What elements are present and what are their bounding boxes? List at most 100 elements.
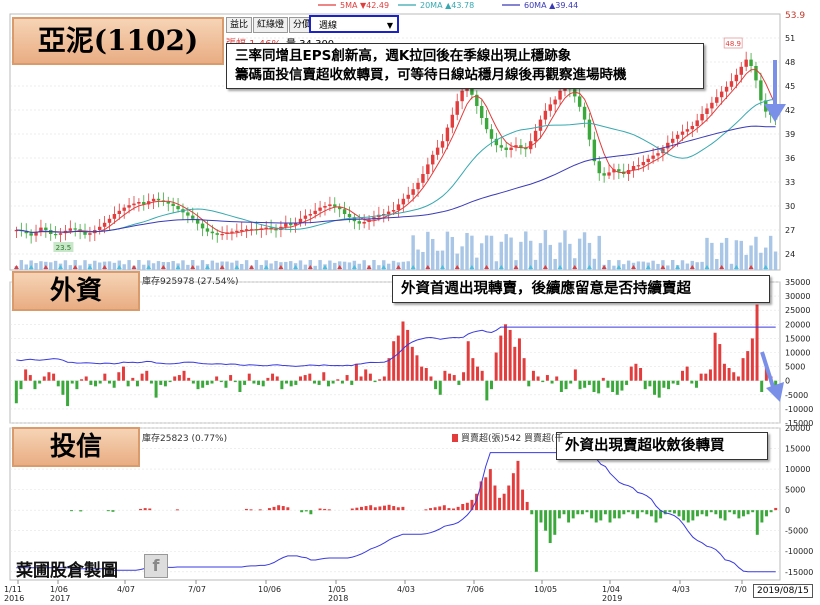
foreign-bar bbox=[448, 373, 452, 381]
foreign-bar bbox=[117, 372, 121, 381]
signal-marker bbox=[43, 265, 49, 269]
tab-traffic-light[interactable]: 紅綠燈 bbox=[253, 17, 289, 33]
trust-bar bbox=[636, 510, 640, 519]
trust-bar bbox=[396, 507, 400, 511]
price-tick-label: 48 bbox=[785, 58, 795, 67]
candle-body bbox=[132, 203, 136, 206]
volume-bar bbox=[39, 261, 43, 270]
foreign-bar bbox=[378, 379, 382, 381]
foreign-bar bbox=[550, 380, 554, 384]
foreign-bar bbox=[634, 363, 638, 381]
candle-body bbox=[191, 215, 195, 219]
trust-bar bbox=[267, 508, 271, 511]
volume-bar bbox=[377, 265, 381, 270]
signal-marker bbox=[234, 265, 240, 269]
trust-note: 外資出現賣超收斂後轉買 bbox=[556, 432, 768, 460]
volume-bar bbox=[749, 245, 753, 270]
signal-marker bbox=[410, 265, 416, 269]
volume-bar bbox=[553, 258, 557, 270]
foreign-tick-label: 15000 bbox=[785, 334, 810, 343]
candle-body bbox=[151, 198, 156, 202]
trust-bar bbox=[617, 510, 621, 519]
x-tick-label: 10/06 bbox=[258, 585, 281, 594]
candle-body bbox=[416, 182, 420, 190]
foreign-bar bbox=[201, 380, 205, 388]
candle-body bbox=[528, 141, 533, 150]
candle-body bbox=[274, 229, 278, 231]
candle-body bbox=[504, 147, 508, 150]
signal-marker bbox=[616, 265, 622, 269]
trust-bar bbox=[433, 507, 437, 511]
trust-tick-label: 20000 bbox=[785, 424, 810, 433]
foreign-tick-label: 30000 bbox=[785, 292, 810, 301]
candle-body bbox=[186, 212, 190, 216]
foreign-bar bbox=[345, 375, 349, 381]
volume-bar bbox=[494, 261, 499, 270]
trust-bar bbox=[562, 510, 566, 515]
volume-bar bbox=[484, 235, 489, 270]
facebook-icon[interactable]: f bbox=[144, 554, 168, 578]
candle-body bbox=[215, 233, 219, 235]
trust-bar bbox=[682, 510, 686, 521]
foreign-bar bbox=[606, 380, 610, 388]
signal-marker bbox=[102, 265, 108, 269]
candle-body bbox=[97, 226, 102, 230]
trust-bar bbox=[677, 510, 681, 517]
foreign-bar bbox=[727, 368, 731, 381]
candle-body bbox=[14, 230, 19, 232]
volume-bar bbox=[83, 260, 87, 270]
foreign-bar bbox=[243, 380, 247, 385]
trust-bar bbox=[544, 510, 548, 531]
foreign-bar bbox=[681, 370, 684, 381]
candle-body bbox=[602, 173, 606, 176]
foreign-bar bbox=[303, 375, 307, 381]
foreign-bar bbox=[429, 376, 433, 381]
volume-bar bbox=[171, 260, 175, 270]
x-year-label: 2018 bbox=[328, 594, 348, 603]
foreign-bar bbox=[354, 363, 358, 381]
foreign-bar bbox=[704, 373, 708, 381]
volume-bar bbox=[577, 238, 582, 270]
candle-body bbox=[235, 230, 239, 232]
price-high-badge-text: 48.9 bbox=[725, 40, 741, 48]
foreign-bar bbox=[66, 380, 70, 407]
x-tick-label: 1/06 bbox=[50, 585, 68, 594]
volume-bar bbox=[156, 261, 161, 270]
trust-bar bbox=[548, 510, 552, 544]
foreign-bar bbox=[210, 380, 214, 384]
period-select[interactable]: 週線 ▼ bbox=[309, 15, 399, 33]
trust-bar bbox=[318, 508, 322, 511]
volume-bar bbox=[362, 260, 366, 270]
foreign-bar bbox=[503, 324, 507, 381]
foreign-bar bbox=[247, 373, 251, 381]
candle-body bbox=[244, 229, 249, 231]
foreign-tick-label: 35000 bbox=[785, 278, 810, 287]
candle-body bbox=[298, 218, 303, 223]
volume-bar bbox=[122, 264, 126, 270]
signal-marker bbox=[204, 265, 210, 269]
signal-marker bbox=[72, 265, 78, 269]
trust-bar bbox=[511, 473, 515, 511]
signal-marker bbox=[293, 265, 299, 269]
trust-bar bbox=[355, 507, 359, 511]
foreign-bar bbox=[629, 366, 633, 381]
candle-body bbox=[636, 165, 641, 167]
volume-bar bbox=[445, 231, 450, 270]
candle-body bbox=[543, 110, 548, 120]
candle-body bbox=[739, 66, 743, 75]
tab-pe[interactable]: 益比 bbox=[226, 17, 253, 33]
volume-bar bbox=[754, 236, 758, 270]
trust-bar bbox=[755, 510, 759, 535]
trust-bar bbox=[323, 508, 327, 511]
volume-bar bbox=[195, 265, 200, 270]
candle-body bbox=[347, 214, 352, 218]
trust-bar bbox=[557, 510, 561, 519]
volume-bar bbox=[587, 242, 592, 270]
trust-bar bbox=[534, 510, 538, 572]
price-tick-label: 42 bbox=[785, 106, 795, 115]
volume-bar bbox=[303, 264, 308, 270]
candle-body bbox=[617, 169, 621, 172]
candle-body bbox=[391, 210, 396, 212]
volume-bar bbox=[435, 250, 440, 270]
foreign-bar bbox=[191, 380, 195, 384]
